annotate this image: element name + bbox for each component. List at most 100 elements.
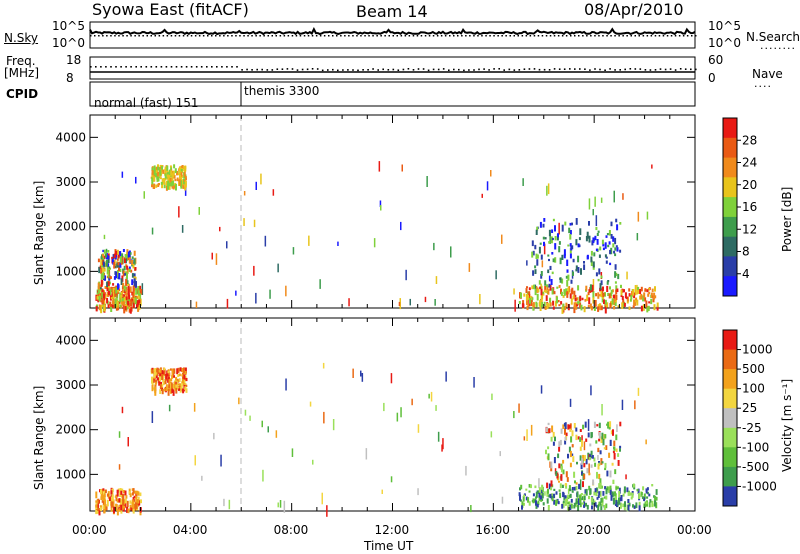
power-echo	[129, 300, 132, 306]
velocity-echo	[116, 489, 119, 497]
velocity-echo	[579, 437, 582, 442]
power-echo	[628, 288, 631, 292]
velocity-echo	[585, 502, 587, 507]
velocity-echo	[551, 498, 554, 502]
power-echo	[564, 221, 567, 226]
power-echo	[537, 288, 540, 293]
velocity-echo	[594, 502, 597, 507]
nave-dot	[387, 69, 390, 71]
power-echo	[554, 225, 556, 232]
velocity-echo	[470, 505, 472, 513]
velocity-echo	[588, 457, 591, 461]
power-echo	[614, 237, 617, 245]
velocity-echo	[120, 490, 123, 495]
velocity-echo	[551, 425, 554, 433]
velocity-echo	[383, 402, 385, 412]
power-echo	[605, 260, 608, 264]
velocity-echo	[569, 450, 572, 458]
velocity-echo	[532, 498, 535, 504]
nave-dot	[246, 68, 248, 71]
nsearch-dot	[360, 35, 362, 37]
power-echo	[169, 165, 172, 168]
nsearch-dot	[291, 35, 294, 37]
power-echo	[570, 279, 573, 284]
velocity-echo	[562, 459, 565, 464]
nave-dot	[185, 66, 188, 68]
power-echo	[184, 180, 187, 188]
velocity-echo	[541, 492, 544, 499]
velocity-echo	[528, 484, 531, 488]
nave-dot	[488, 69, 490, 71]
velocity-echo	[430, 391, 433, 402]
power-echo	[107, 255, 110, 260]
nave-dot	[256, 68, 258, 71]
velocity-echo	[558, 446, 561, 452]
power-echo	[594, 235, 597, 241]
velocity-echo	[572, 456, 575, 462]
power-echo	[102, 298, 105, 305]
power-echo	[105, 248, 108, 254]
velocity-echo	[538, 487, 541, 494]
power-echo	[548, 229, 551, 237]
power-echo	[644, 297, 647, 302]
power-echo	[602, 286, 604, 291]
power-echo	[119, 251, 122, 257]
velocity-echo	[623, 504, 626, 511]
nsearch-dot	[396, 35, 398, 37]
velocity-echo	[605, 503, 608, 509]
velocity-echo	[591, 455, 594, 459]
power-echo	[285, 285, 287, 297]
velocity-echo	[606, 470, 609, 477]
nave-dot	[543, 68, 546, 71]
power-echo	[378, 161, 381, 172]
nsearch-dot	[606, 35, 608, 37]
power-echo	[566, 259, 569, 266]
velocity-echo	[178, 373, 181, 377]
power-echo	[608, 241, 611, 245]
power-echo	[132, 263, 135, 269]
nsearch-dot	[400, 35, 403, 37]
velocity-echo	[561, 484, 564, 488]
power-colorbar-segment	[723, 197, 737, 218]
power-echo	[125, 304, 128, 308]
nave-dot	[569, 68, 571, 70]
power-echo	[101, 304, 104, 308]
nave-dot	[579, 68, 581, 70]
velocity-echo	[183, 380, 186, 386]
power-echo	[182, 183, 185, 186]
velocity-echo	[651, 484, 654, 487]
nave-dot	[654, 69, 657, 71]
power-echo	[164, 168, 167, 174]
power-echo	[119, 256, 122, 263]
power-echo	[160, 181, 163, 185]
power-echo	[179, 166, 182, 172]
velocity-colorbar-tick-label: 1000	[742, 343, 773, 357]
velocity-echo	[545, 449, 547, 455]
nsearch-dot	[190, 35, 193, 37]
nsearch-dot	[517, 35, 519, 37]
nave-dot	[311, 68, 314, 70]
power-echo	[562, 294, 565, 298]
velocity-echo	[618, 497, 620, 505]
power-echo	[526, 299, 528, 306]
power-echo	[433, 242, 435, 251]
power-colorbar-tick-label: 28	[742, 133, 757, 147]
velocity-echo	[563, 495, 566, 501]
velocity-echo	[551, 493, 554, 498]
velocity-echo	[546, 498, 549, 504]
power-echo	[105, 259, 108, 267]
power-echo	[348, 298, 350, 307]
power-echo	[542, 223, 545, 228]
velocity-echo	[124, 498, 127, 504]
velocity-echo	[583, 455, 586, 461]
nsearch-dot	[146, 35, 148, 37]
velocity-echo	[322, 362, 325, 369]
power-echo	[624, 292, 627, 299]
power-echo	[153, 176, 156, 182]
velocity-echo	[201, 475, 203, 481]
nsearch-dot	[106, 35, 108, 37]
velocity-echo	[537, 490, 540, 494]
velocity-echo	[592, 498, 595, 504]
velocity-echo	[538, 495, 541, 501]
velocity-echo	[609, 485, 612, 490]
